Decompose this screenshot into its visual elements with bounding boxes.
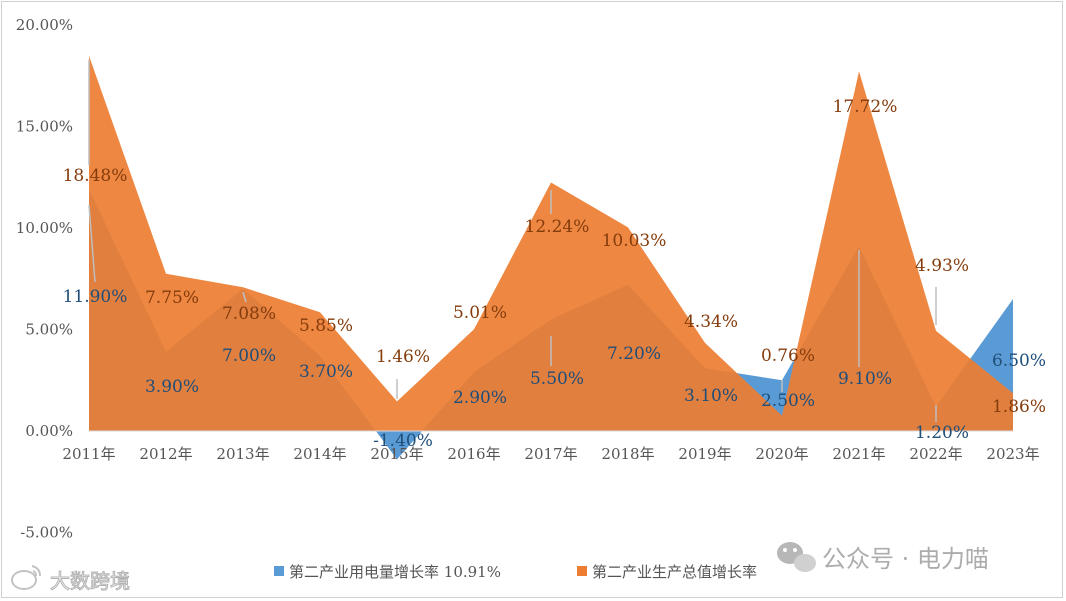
x-tick-label: 2013年 — [216, 445, 269, 463]
watermark-left-text: 大数跨境 — [50, 569, 130, 593]
label-leader-line — [242, 291, 247, 303]
data-label-orange: 17.72% — [833, 97, 898, 117]
data-label-blue: -1.40% — [373, 431, 433, 451]
y-tick-label: 20.00% — [16, 16, 73, 34]
data-label-blue: 5.50% — [530, 369, 584, 389]
data-label-blue: 7.00% — [222, 346, 276, 366]
watermark-right-text: 公众号 · 电力喵 — [822, 545, 989, 573]
data-label-orange: 7.08% — [222, 304, 276, 324]
data-label-blue: 1.20% — [915, 423, 969, 443]
data-label-blue: 3.90% — [145, 377, 199, 397]
data-label-orange: 5.01% — [453, 303, 507, 323]
data-label-blue: 9.10% — [838, 369, 892, 389]
x-tick-label: 2019年 — [678, 445, 731, 463]
data-label-orange: 12.24% — [525, 217, 590, 237]
data-labels: 11.90% 3.90% 7.00% 3.70% -1.40% 2.90% 5.50% 7.2… — [63, 97, 1046, 451]
y-tick-label: 0.00% — [25, 422, 73, 440]
watermark-left: 大数跨境 — [11, 565, 131, 594]
x-tick-label: 2012年 — [139, 445, 192, 463]
data-label-blue: 2.50% — [761, 391, 815, 411]
data-label-blue: 11.90% — [63, 287, 128, 307]
data-label-orange: 18.48% — [63, 166, 128, 186]
legend-label-orange: 第二产业生产总值增长率 — [592, 563, 757, 581]
x-axis: 2011年 2012年 2013年 2014年 2015年 2016年 2017年 2018年… — [62, 430, 1040, 463]
x-tick-label: 2017年 — [524, 445, 577, 463]
legend-swatch-blue — [274, 566, 284, 576]
x-tick-label: 2011年 — [62, 445, 115, 463]
legend-swatch-orange — [577, 566, 587, 576]
data-label-orange: 1.86% — [992, 397, 1046, 417]
y-tick-label: 15.00% — [16, 118, 73, 136]
y-tick-label: -5.00% — [20, 524, 73, 542]
weibo-logo-icon — [11, 565, 41, 590]
y-tick-label: 10.00% — [16, 219, 73, 237]
x-tick-label: 2018年 — [601, 445, 654, 463]
legend-label-blue: 第二产业用电量增长率 10.91% — [289, 563, 501, 581]
legend: 第二产业用电量增长率 10.91% 第二产业生产总值增长率 — [274, 563, 757, 581]
x-tick-label: 2016年 — [447, 445, 500, 463]
watermark-right: 公众号 · 电力喵 — [777, 542, 989, 573]
label-leader-lines — [88, 60, 937, 422]
data-label-blue: 3.70% — [299, 362, 353, 382]
y-axis: 20.00% 15.00% 10.00% 5.00% 0.00% -5.00% — [16, 16, 73, 542]
x-tick-label: 2023年 — [986, 445, 1039, 463]
x-tick-label: 2020年 — [755, 445, 808, 463]
area-series-orange — [89, 55, 1013, 432]
data-label-orange: 0.76% — [761, 346, 815, 366]
data-label-blue: 3.10% — [684, 386, 738, 406]
data-label-blue: 7.20% — [607, 344, 661, 364]
data-label-orange: 4.93% — [915, 256, 969, 276]
data-label-orange: 10.03% — [602, 231, 667, 251]
x-tick-label: 2015年 — [370, 445, 423, 463]
data-label-orange: 4.34% — [684, 312, 738, 332]
x-tick-label: 2021年 — [832, 445, 885, 463]
label-leader-line — [88, 204, 96, 283]
x-tick-label: 2022年 — [909, 445, 962, 463]
data-label-orange: 5.85% — [299, 316, 353, 336]
data-label-orange: 1.46% — [376, 347, 430, 367]
data-label-blue: 2.90% — [453, 388, 507, 408]
wechat-logo-icon — [777, 542, 816, 572]
data-label-blue: 6.50% — [992, 351, 1046, 371]
x-tick-label: 2014年 — [293, 445, 346, 463]
y-tick-label: 5.00% — [25, 321, 73, 339]
data-label-orange: 7.75% — [145, 288, 199, 308]
